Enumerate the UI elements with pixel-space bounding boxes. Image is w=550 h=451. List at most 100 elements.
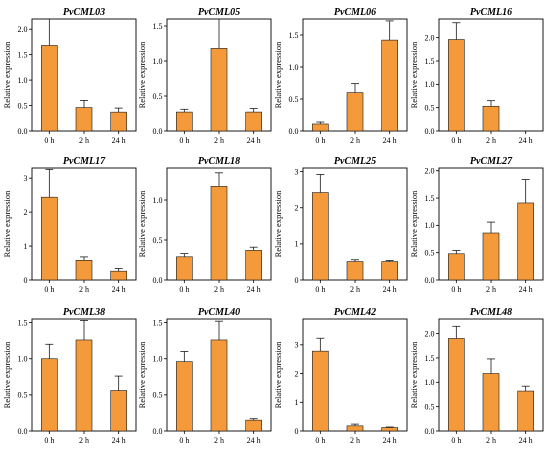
- y-tick-label: 2.0: [425, 329, 435, 338]
- bar: [346, 261, 364, 281]
- y-tick-label: 0.0: [153, 427, 163, 436]
- bar: [176, 111, 193, 132]
- y-tick-label: 1.0: [153, 355, 163, 364]
- bar: [41, 196, 58, 281]
- y-axis-label: Relative expression: [409, 190, 419, 258]
- y-axis-label: Relative expression: [2, 341, 12, 409]
- bar: [75, 260, 93, 281]
- bar: [517, 390, 534, 432]
- y-tick-label: 1.0: [18, 355, 28, 364]
- chart-panel-pvcml03: PvCML03 Relative expression 0.0 0.5 1.0 1.5 2.…: [2, 7, 137, 145]
- bar: [448, 39, 465, 132]
- x-tick-label: 24 h: [247, 136, 261, 145]
- y-tick-label: 2: [295, 369, 299, 378]
- bar: [41, 45, 58, 132]
- y-tick-label: 0.0: [425, 276, 435, 285]
- y-tick-label: 1.5: [425, 354, 435, 363]
- y-tick-label: 0.5: [425, 248, 435, 257]
- x-tick-label: 0 h: [315, 285, 325, 294]
- bar: [448, 253, 465, 281]
- y-tick-label: 0.5: [153, 92, 163, 101]
- y-tick-label: 1.0: [425, 378, 435, 387]
- chart-title: PvCML18: [198, 156, 240, 167]
- bar: [110, 270, 127, 281]
- chart-panel-pvcml16: PvCML16 Relative expression 0.0 0.5 1.0 1.5 2.…: [409, 7, 544, 145]
- y-tick-label: 0: [295, 427, 299, 436]
- bar: [110, 390, 127, 432]
- y-tick-label: 1.0: [153, 196, 163, 205]
- y-tick-label: 0.5: [18, 391, 28, 400]
- bar: [210, 48, 228, 132]
- x-tick-label: 0 h: [179, 285, 189, 294]
- x-tick-label: 24 h: [112, 285, 126, 294]
- bar: [176, 361, 193, 432]
- x-tick-label: 2 h: [79, 436, 89, 445]
- chart-panel-pvcml25: PvCML25 Relative expression 0 1 2 3 0 h 2 h 24 h: [273, 156, 408, 294]
- x-tick-label: 24 h: [112, 136, 126, 145]
- y-tick-label: 1: [295, 398, 299, 407]
- chart-panel-pvcml06: PvCML06 Relative expression 0.0 0.5 1.0 1.5 0 …: [273, 7, 408, 145]
- y-tick-label: 1.5: [289, 31, 299, 40]
- chart-title: PvCML17: [63, 156, 106, 167]
- bar: [381, 39, 398, 132]
- y-tick-label: 0.0: [18, 127, 28, 136]
- bar: [75, 339, 93, 432]
- y-tick-label: 0.0: [18, 427, 28, 436]
- bar: [312, 350, 329, 432]
- y-tick-label: 3: [295, 341, 299, 350]
- y-axis-label: Relative expression: [137, 41, 147, 109]
- x-tick-label: 0 h: [44, 285, 54, 294]
- x-tick-label: 0 h: [315, 436, 325, 445]
- bar: [210, 186, 228, 281]
- y-tick-label: 1.0: [153, 57, 163, 66]
- x-tick-label: 24 h: [247, 285, 261, 294]
- bar: [210, 339, 228, 432]
- y-tick-label: 0.5: [153, 391, 163, 400]
- bar: [245, 250, 262, 281]
- x-tick-label: 0 h: [179, 136, 189, 145]
- bar: [482, 373, 500, 432]
- x-tick-label: 0 h: [315, 136, 325, 145]
- chart-panel-pvcml42: PvCML42 Relative expression 0 1 2 3 0 h 2 h 24 h: [273, 307, 408, 445]
- chart-title: PvCML03: [63, 7, 105, 18]
- y-axis-label: Relative expression: [273, 190, 283, 258]
- bar: [75, 107, 93, 132]
- x-tick-label: 24 h: [383, 285, 397, 294]
- y-tick-label: 1.5: [18, 318, 28, 327]
- bar: [176, 256, 193, 281]
- chart-title: PvCML06: [334, 7, 376, 18]
- y-tick-label: 1.0: [425, 221, 435, 230]
- y-tick-label: 2.0: [425, 167, 435, 176]
- bar: [346, 425, 364, 432]
- bar: [381, 427, 398, 432]
- bar: [245, 111, 262, 132]
- bar: [312, 123, 329, 132]
- y-tick-label: 2: [24, 208, 28, 217]
- x-tick-label: 24 h: [247, 436, 261, 445]
- y-tick-label: 0: [24, 276, 28, 285]
- bar: [517, 202, 534, 281]
- y-tick-label: 1: [295, 240, 299, 249]
- chart-title: PvCML25: [334, 156, 376, 167]
- y-tick-label: 0.0: [425, 427, 435, 436]
- bar: [381, 261, 398, 281]
- y-tick-label: 0.0: [425, 127, 435, 136]
- x-tick-label: 0 h: [451, 285, 461, 294]
- x-tick-label: 2 h: [486, 436, 496, 445]
- y-axis-label: Relative expression: [273, 341, 283, 409]
- y-tick-label: 0.0: [289, 127, 299, 136]
- x-tick-label: 0 h: [451, 436, 461, 445]
- chart-panel-pvcml05: PvCML05 Relative expression 0.0 0.5 1.0 1.5 0 …: [137, 7, 272, 145]
- x-tick-label: 24 h: [112, 436, 126, 445]
- y-tick-label: 0.5: [425, 402, 435, 411]
- bar: [482, 105, 500, 132]
- x-tick-label: 0 h: [179, 436, 189, 445]
- y-tick-label: 1.0: [289, 63, 299, 72]
- y-axis-label: Relative expression: [273, 41, 283, 109]
- x-tick-label: 24 h: [519, 285, 533, 294]
- y-tick-label: 1.5: [153, 318, 163, 327]
- y-tick-label: 1.5: [153, 22, 163, 31]
- chart-title: PvCML40: [198, 307, 240, 318]
- bar: [110, 111, 127, 132]
